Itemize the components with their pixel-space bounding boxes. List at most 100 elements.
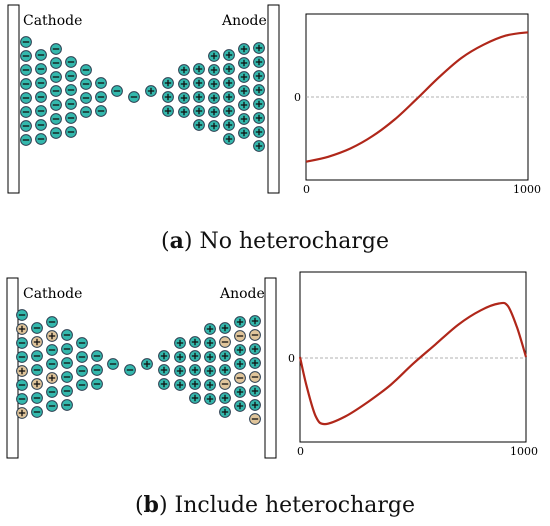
cation-icon xyxy=(193,105,205,117)
cathode-label: Cathode xyxy=(23,13,82,29)
cation-icon xyxy=(193,77,205,89)
anion-icon xyxy=(91,378,103,390)
anion-icon xyxy=(50,71,62,83)
cation-icon xyxy=(178,106,190,118)
cation-icon xyxy=(178,64,190,76)
cation-icon xyxy=(174,365,186,377)
cation-icon xyxy=(189,392,201,404)
cation-icon xyxy=(31,336,43,348)
anion-icon xyxy=(50,113,62,125)
anion-icon xyxy=(234,330,246,342)
cation-icon xyxy=(204,365,216,377)
caption-text: No heterocharge xyxy=(199,229,389,254)
cation-icon xyxy=(238,71,250,83)
cation-icon xyxy=(234,386,246,398)
cation-icon xyxy=(16,407,28,419)
cation-icon xyxy=(253,70,265,82)
cation-icon xyxy=(189,336,201,348)
anion-icon xyxy=(31,392,43,404)
anion-icon xyxy=(20,134,32,146)
anion-icon xyxy=(65,70,77,82)
anion-icon xyxy=(249,329,261,341)
cation-icon xyxy=(208,78,220,90)
anion-icon xyxy=(46,400,58,412)
anion-icon xyxy=(95,91,107,103)
anion-icon xyxy=(35,77,47,89)
anion-icon xyxy=(111,85,123,97)
panel-b-schematic: Cathode Anode xyxy=(6,277,277,459)
cation-icon xyxy=(253,112,265,124)
anion-icon xyxy=(80,106,92,118)
cation-icon xyxy=(204,337,216,349)
cation-icon xyxy=(162,77,174,89)
anion-icon xyxy=(46,358,58,370)
anion-icon xyxy=(20,120,32,132)
anion-icon xyxy=(16,379,28,391)
series-line xyxy=(305,31,529,163)
cation-icon xyxy=(16,323,28,335)
cation-icon xyxy=(223,49,235,61)
cation-icon xyxy=(162,105,174,117)
cation-icon xyxy=(204,393,216,405)
anion-icon xyxy=(16,393,28,405)
cation-icon xyxy=(238,99,250,111)
anion-icon xyxy=(35,91,47,103)
anion-icon xyxy=(50,57,62,69)
anion-icon xyxy=(31,406,43,418)
cation-icon xyxy=(238,43,250,55)
cation-icon xyxy=(238,57,250,69)
anion-icon xyxy=(219,378,231,390)
y-tick-label: 0 xyxy=(294,91,301,104)
x-tick-label: 1000 xyxy=(513,183,541,196)
anion-icon xyxy=(16,309,28,321)
anion-icon xyxy=(35,119,47,131)
cation-icon xyxy=(46,330,58,342)
anion-icon xyxy=(35,49,47,61)
anode-label: Anode xyxy=(219,286,265,302)
anion-icon xyxy=(65,84,77,96)
anion-icon xyxy=(76,337,88,349)
cation-icon xyxy=(189,364,201,376)
anion-icon xyxy=(20,106,32,118)
anion-icon xyxy=(95,105,107,117)
cation-icon xyxy=(208,50,220,62)
cation-icon xyxy=(219,350,231,362)
anion-icon xyxy=(16,351,28,363)
anion-icon xyxy=(76,351,88,363)
anion-icon xyxy=(35,105,47,117)
cation-icon xyxy=(208,64,220,76)
cation-icon xyxy=(223,133,235,145)
anion-icon xyxy=(50,127,62,139)
anion-icon xyxy=(20,36,32,48)
anion-icon xyxy=(91,364,103,376)
anode-label: Anode xyxy=(221,13,267,29)
cation-icon xyxy=(219,322,231,334)
cation-icon xyxy=(234,344,246,356)
cation-icon xyxy=(193,63,205,75)
anion-icon xyxy=(128,91,140,103)
cation-icon xyxy=(46,372,58,384)
cation-icon xyxy=(234,316,246,328)
cation-icon xyxy=(204,379,216,391)
cation-icon xyxy=(253,126,265,138)
cation-icon xyxy=(189,378,201,390)
cation-icon xyxy=(193,119,205,131)
cation-icon xyxy=(158,350,170,362)
caption-letter: b xyxy=(143,492,159,518)
cathode-electrode xyxy=(6,277,19,459)
cation-icon xyxy=(178,78,190,90)
anion-icon xyxy=(20,92,32,104)
cation-icon xyxy=(238,85,250,97)
cation-icon xyxy=(145,85,157,97)
cation-icon xyxy=(234,400,246,412)
anion-icon xyxy=(65,98,77,110)
anion-icon xyxy=(61,357,73,369)
anion-icon xyxy=(61,371,73,383)
cation-icon xyxy=(249,357,261,369)
cation-icon xyxy=(253,42,265,54)
anion-icon xyxy=(31,322,43,334)
anion-icon xyxy=(31,364,43,376)
cathode-label: Cathode xyxy=(23,286,82,302)
cation-icon xyxy=(178,92,190,104)
ion-cloud xyxy=(20,36,265,152)
